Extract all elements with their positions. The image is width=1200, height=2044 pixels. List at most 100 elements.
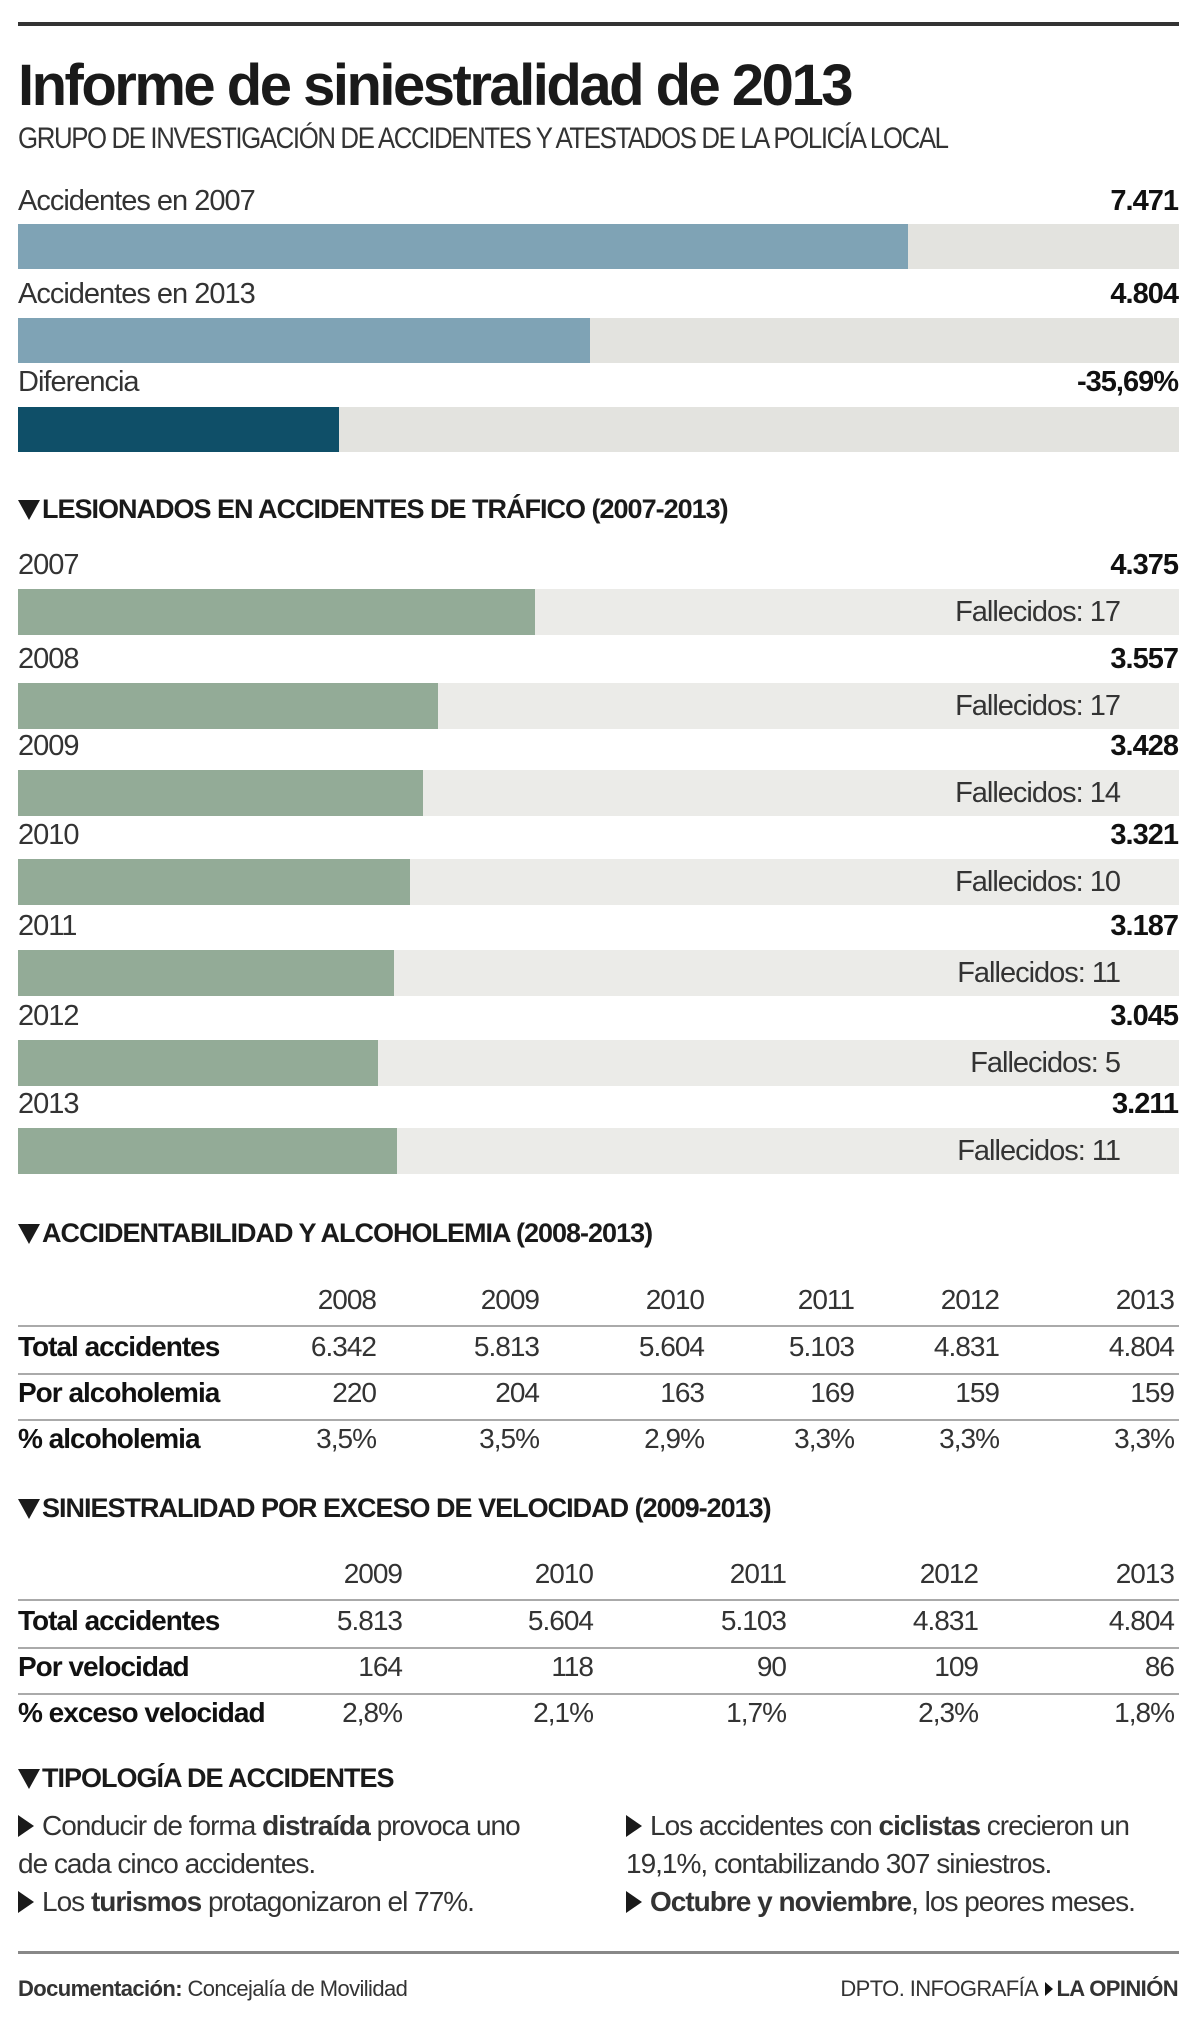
bullet-text: Los accidentes con [650,1810,879,1841]
bullet-turismos: Los turismos protagonizaron el 77%. [18,1886,475,1918]
year-label: 2007 [18,549,80,581]
column-header: 2013 [1115,1284,1175,1315]
divider [18,1419,1179,1421]
injured-value: 3.045 [1110,1000,1179,1032]
bullet-ciclistas: Los accidentes con ciclistas crecieron u… [626,1810,1130,1842]
fallecidos-label: Fallecidos: 17 [955,596,1121,628]
table-cell: 3,3% [794,1423,855,1454]
year-label: 2013 [18,1088,80,1120]
table-cell: 220 [332,1377,377,1408]
column-header: 2009 [343,1558,403,1589]
column-header: 2010 [534,1558,594,1589]
injured-value: 3.187 [1110,910,1179,942]
year-label: 2011 [18,910,77,942]
arrow-right-icon [626,1815,642,1837]
bar-track [18,224,1179,269]
table-cell: 5.604 [638,1331,705,1362]
bar-fill [18,950,395,996]
year-label: 2008 [18,643,80,675]
triangle-down-icon [18,1499,40,1519]
table-cell: 118 [551,1651,594,1682]
table-cell: 3,3% [1114,1423,1175,1454]
row-label: Total accidentes [18,1331,220,1362]
bullet-highlight: distraída [262,1810,371,1841]
injured-value: 4.375 [1110,549,1179,581]
arrow-right-icon [1045,1982,1054,1996]
table-cell: 5.103 [720,1605,787,1636]
table-cell: 5.103 [788,1331,855,1362]
column-header: 2009 [480,1284,540,1315]
bar-value: -35,69% [1076,366,1179,398]
triangle-down-icon [18,1224,40,1244]
subtitle: GRUPO DE INVESTIGACIÓN DE ACCIDENTES Y A… [18,122,949,155]
injured-value: 3.557 [1110,643,1179,675]
top-rule [18,22,1179,26]
table-cell: 1,7% [726,1697,787,1728]
injured-value: 3.321 [1110,819,1179,851]
divider [18,1373,1179,1375]
bullet-distraida: Conducir de forma distraída provoca uno [18,1810,521,1842]
column-header: 2012 [919,1558,979,1589]
bullet-highlight: Octubre y noviembre [650,1886,912,1917]
fallecidos-label: Fallecidos: 17 [955,690,1121,722]
documentation-label: Documentación: [18,1976,183,2001]
bar-fill [18,224,908,269]
table-cell: 159 [955,1377,1000,1408]
row-label: Por velocidad [18,1651,190,1682]
table-cell: 159 [1130,1377,1175,1408]
bullet-text: , los peores meses. [911,1886,1136,1917]
divider [18,1647,1179,1649]
bar-fill [18,1128,398,1174]
bar-track [18,1040,1179,1086]
row-label: % alcoholemia [18,1423,201,1454]
section-title: ACCIDENTABILIDAD Y ALCOHOLEMIA (2008-201… [42,1218,653,1248]
divider [18,1325,1179,1327]
fallecidos-label: Fallecidos: 11 [957,957,1121,989]
bar-label: Accidentes en 2013 [18,278,256,310]
table-cell: 4.804 [1108,1605,1175,1636]
bullet-text: Conducir de forma [42,1810,263,1841]
divider [18,1599,1179,1601]
bar-track [18,1128,1179,1174]
bullet-text: Los [42,1886,91,1917]
page-title: Informe de siniestralidad de 2013 [18,53,853,118]
table-cell: 5.813 [336,1605,403,1636]
department-label: DPTO. INFOGRAFÍA [840,1976,1037,2001]
table-cell: 3,5% [316,1423,377,1454]
bar-fill [18,407,340,452]
column-header: 2008 [317,1284,377,1315]
table-cell: 2,3% [918,1697,979,1728]
injured-value: 3.428 [1110,730,1179,762]
bar-value: 7.471 [1110,185,1179,217]
column-header: 2011 [729,1558,787,1589]
brand-name: LA OPINIÓN [1056,1976,1178,2001]
bar-label: Diferencia [18,366,140,398]
bullet-distraida-cont: de cada cinco accidentes. [18,1848,316,1879]
triangle-down-icon [18,500,40,520]
table-cell: 2,8% [342,1697,403,1728]
bullet-text: crecieron un [980,1810,1130,1841]
brand-credit: DPTO. INFOGRAFÍA LA OPINIÓN [840,1976,1178,2002]
row-label: % exceso velocidad [18,1697,266,1728]
bar-track [18,318,1179,363]
table-cell: 4.831 [933,1331,1000,1362]
arrow-right-icon [18,1891,34,1913]
bar-track [18,770,1179,816]
section-velocidad: SINIESTRALIDAD POR EXCESO DE VELOCIDAD (… [18,1493,772,1524]
table-cell: 204 [495,1377,540,1408]
table-cell: 4.804 [1108,1331,1175,1362]
fallecidos-label: Fallecidos: 5 [970,1047,1121,1079]
fallecidos-label: Fallecidos: 14 [955,777,1121,809]
table-cell: 6.342 [310,1331,377,1362]
bar-track [18,683,1179,729]
section-tipologia: TIPOLOGÍA DE ACCIDENTES [18,1763,395,1794]
bottom-rule [18,1951,1179,1954]
section-alcoholemia: ACCIDENTABILIDAD Y ALCOHOLEMIA (2008-201… [18,1218,653,1249]
documentation-credit: Documentación: Concejalía de Movilidad [18,1976,408,2002]
bar-label: Accidentes en 2007 [18,185,256,217]
bar-fill [18,770,423,816]
divider [18,1693,1179,1695]
bar-fill [18,318,591,363]
section-title: TIPOLOGÍA DE ACCIDENTES [42,1763,395,1793]
arrow-right-icon [18,1815,34,1837]
